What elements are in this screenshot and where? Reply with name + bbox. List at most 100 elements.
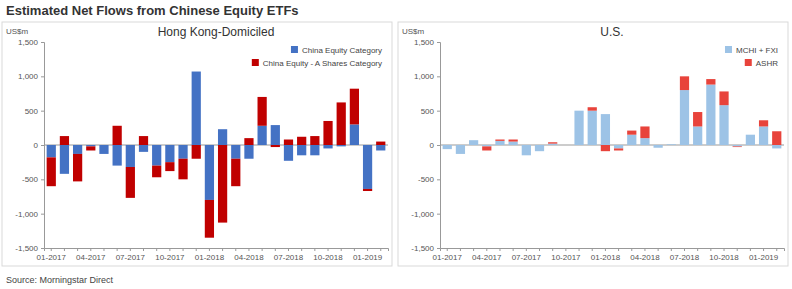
x-tick-mark (51, 248, 52, 251)
bar (178, 145, 187, 159)
x-tick (301, 248, 302, 251)
x-tick-mark (605, 248, 606, 251)
bar (231, 145, 240, 159)
bar (772, 145, 781, 148)
x-axis: 01-201704-201707-201710-201701-201804-20… (433, 248, 785, 262)
x-tick (103, 248, 104, 251)
x-tick (710, 248, 711, 251)
panel-frame (398, 22, 788, 266)
bar (73, 145, 82, 154)
y-tick-mark (41, 42, 44, 43)
bar (443, 145, 452, 149)
bar (152, 145, 161, 166)
bar (495, 141, 504, 145)
x-tick (354, 248, 355, 251)
panel: U.S.US$m-1,500-1,000-50005001,0001,50001… (398, 22, 788, 266)
bar (323, 121, 332, 145)
x-tick-label: 07-2018 (670, 253, 700, 262)
bar (284, 145, 293, 161)
x-tick: 04-2017 (472, 248, 502, 262)
x-tick (156, 248, 157, 251)
x-tick-mark (196, 248, 197, 251)
bar (205, 200, 214, 238)
bar (654, 145, 663, 148)
y-tick-label: -1,500 (411, 244, 434, 253)
bar (139, 136, 148, 145)
bar (719, 91, 728, 105)
y-tick: 500 (421, 107, 440, 116)
x-tick (64, 248, 65, 251)
bar (258, 126, 267, 145)
bar (614, 145, 623, 148)
y-tick-mark (437, 76, 440, 77)
y-tick-label: -1,000 (411, 210, 434, 219)
x-tick-mark (552, 248, 553, 251)
bar (218, 145, 227, 223)
bar (258, 97, 267, 126)
bar (482, 145, 491, 146)
x-tick-mark (354, 248, 355, 251)
bar (654, 145, 663, 146)
bar (746, 135, 755, 145)
bar (165, 145, 174, 162)
bar (574, 145, 583, 146)
bar (244, 138, 253, 145)
x-tick (77, 248, 78, 251)
bar (192, 72, 201, 145)
x-tick-label: 10-2017 (551, 253, 581, 262)
x-tick-mark (539, 248, 540, 251)
x-tick: 04-2018 (630, 248, 660, 262)
x-tick (737, 248, 738, 251)
x-tick-mark (631, 248, 632, 251)
x-tick-mark (248, 248, 249, 251)
x-tick-mark (275, 248, 276, 251)
bar (561, 145, 570, 146)
y-tick-label: -1,000 (15, 210, 38, 219)
x-tick-mark (314, 248, 315, 251)
bar (706, 79, 715, 84)
bar (627, 135, 636, 145)
x-tick-mark (447, 248, 448, 251)
y-tick-label: 500 (421, 107, 435, 116)
x-tick (341, 248, 342, 251)
x-tick (579, 248, 580, 251)
x-axis-line (45, 249, 389, 252)
bar (548, 142, 557, 143)
x-tick-label: 01-2017 (37, 253, 67, 262)
x-tick-mark (262, 248, 263, 251)
x-tick (117, 248, 118, 251)
legend: China Equity CategoryChina Equity - A Sh… (252, 46, 382, 68)
bar (588, 111, 597, 145)
bar (231, 159, 240, 186)
y-tick-label: 0 (34, 141, 39, 150)
y-tick-mark (41, 214, 44, 215)
bar (337, 145, 346, 146)
bar (152, 166, 161, 178)
bar (522, 145, 531, 146)
x-tick-label: 04-2018 (630, 253, 660, 262)
bar (47, 157, 56, 186)
bar (627, 131, 636, 135)
x-tick-mark (183, 248, 184, 251)
bar (706, 85, 715, 145)
x-tick-label: 01-2018 (195, 253, 225, 262)
x-tick-label: 07-2017 (512, 253, 542, 262)
bar-series (443, 85, 782, 156)
bar (614, 148, 623, 150)
x-tick (552, 248, 553, 251)
bar (310, 136, 319, 145)
bar (522, 145, 531, 155)
bar (509, 140, 518, 142)
y-axis: -1,500-1,000-50005001,0001,500 (15, 38, 44, 253)
bar (47, 145, 56, 157)
bar (126, 145, 135, 167)
y-tick-mark (437, 111, 440, 112)
bar (99, 145, 108, 146)
x-tick-mark (341, 248, 342, 251)
bar (205, 145, 214, 200)
x-tick: 10-2017 (551, 248, 581, 262)
y-tick-mark (437, 214, 440, 215)
bar (693, 126, 702, 145)
x-tick (592, 248, 593, 251)
y-tick-mark (437, 42, 440, 43)
